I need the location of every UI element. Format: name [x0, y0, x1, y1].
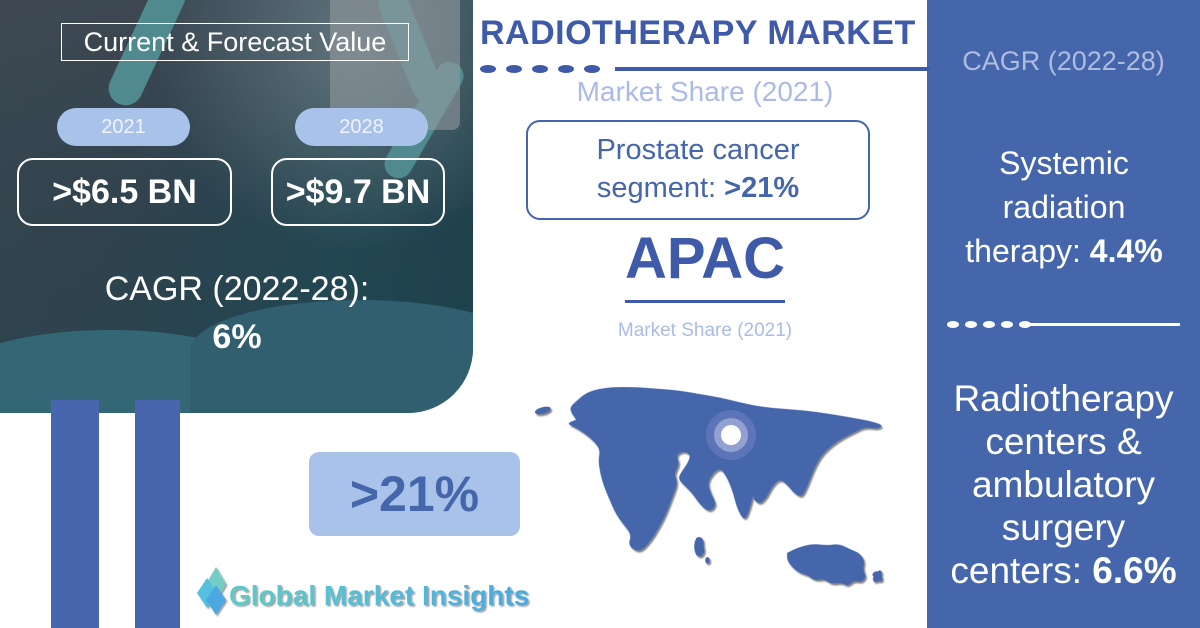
- svg-text:Global Market Insights: Global Market Insights: [229, 580, 529, 611]
